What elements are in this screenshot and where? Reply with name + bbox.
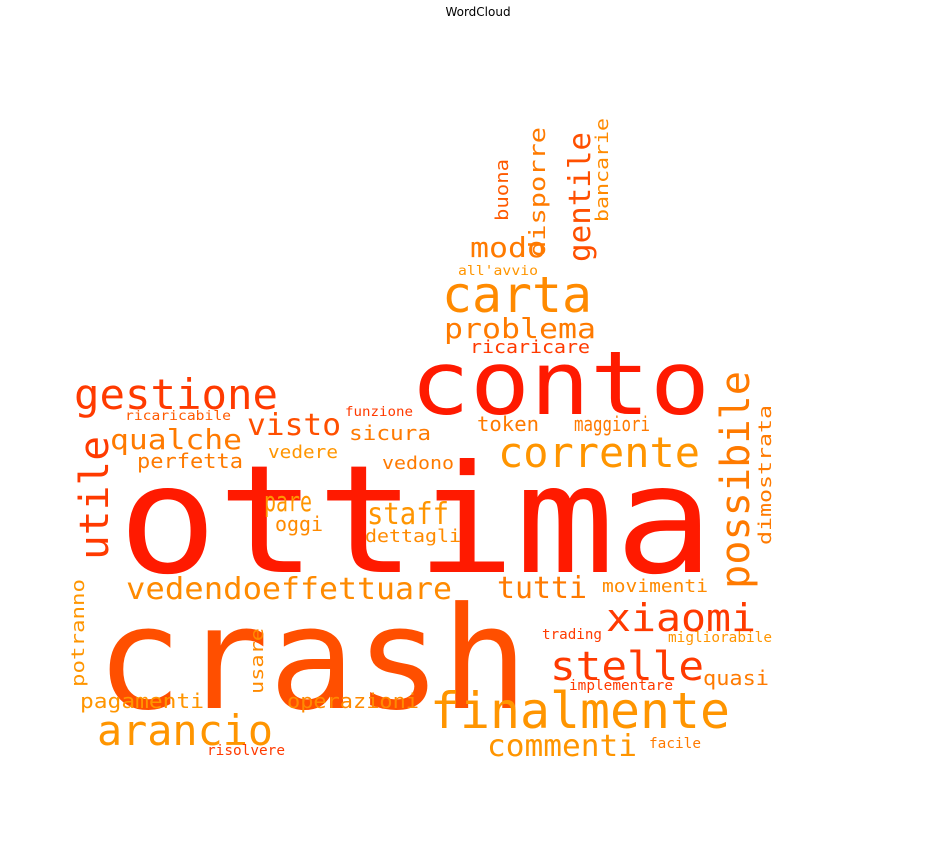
word-maggiori: maggiori xyxy=(574,412,650,436)
word-ricaricare: ricaricare xyxy=(470,337,590,358)
word-carta: carta xyxy=(442,266,592,324)
word-quasi: quasi xyxy=(703,666,769,690)
word-implementare: implementare xyxy=(569,678,673,694)
word-vedono: vedono xyxy=(382,453,454,474)
word-staff: staff xyxy=(367,497,449,532)
word-vedendo: vedendo xyxy=(126,572,262,607)
word-usare: usare xyxy=(247,628,268,694)
word-sicura: sicura xyxy=(349,421,431,445)
word-pagamenti: pagamenti xyxy=(80,689,204,713)
word-pare: pare xyxy=(264,485,312,518)
word-arancio: arancio xyxy=(97,706,273,755)
word-corrente: corrente xyxy=(498,428,700,477)
word-tutti: tutti xyxy=(497,571,587,606)
word-dimostrata: dimostrata xyxy=(755,405,776,545)
word-ottima: ottima xyxy=(118,434,714,608)
word-ricaricabile: ricaricabile xyxy=(125,409,231,424)
word-bancarie: bancarie xyxy=(592,118,613,222)
word-effettuare: effettuare xyxy=(262,572,452,607)
word-qualche: qualche xyxy=(110,423,242,456)
word-crash: crash xyxy=(96,577,528,742)
word-oggi: oggi xyxy=(275,512,323,536)
word-problema: problema xyxy=(444,312,596,345)
word-stelle: stelle xyxy=(550,644,704,690)
word-possibile: possibile xyxy=(713,371,759,589)
word-commenti: commenti xyxy=(487,729,637,764)
word-operazioni: operazioni xyxy=(287,689,419,713)
word-conto: conto xyxy=(410,332,710,435)
word-risolvere: risolvere xyxy=(207,743,285,759)
word-finalmente: finalmente xyxy=(430,682,730,740)
word-buona: buona xyxy=(492,159,513,221)
word-gentile: gentile xyxy=(563,132,598,262)
word-token: token xyxy=(477,412,539,436)
word-dettagli: dettagli xyxy=(365,526,461,547)
word-modo: modo xyxy=(470,231,546,264)
word-facile: facile xyxy=(649,736,701,752)
word-trading: trading xyxy=(542,627,602,643)
word-xiaomi: xiaomi xyxy=(606,596,756,640)
word-perfetta: perfetta xyxy=(137,449,243,473)
word-gestione: gestione xyxy=(74,370,278,419)
word-visto: visto xyxy=(247,408,341,443)
word-vedere: vedere xyxy=(268,442,338,463)
word-all-avvio: all'avvio xyxy=(458,264,538,279)
word-disporre: disporre xyxy=(526,127,551,257)
word-potranno: potranno xyxy=(68,579,89,687)
page-title: WordCloud xyxy=(445,5,511,19)
word-migliorabile: migliorabile xyxy=(668,630,772,646)
word-movimenti: movimenti xyxy=(602,576,708,597)
word-utile: utile xyxy=(72,436,118,560)
word-funzione: funzione xyxy=(345,405,413,420)
